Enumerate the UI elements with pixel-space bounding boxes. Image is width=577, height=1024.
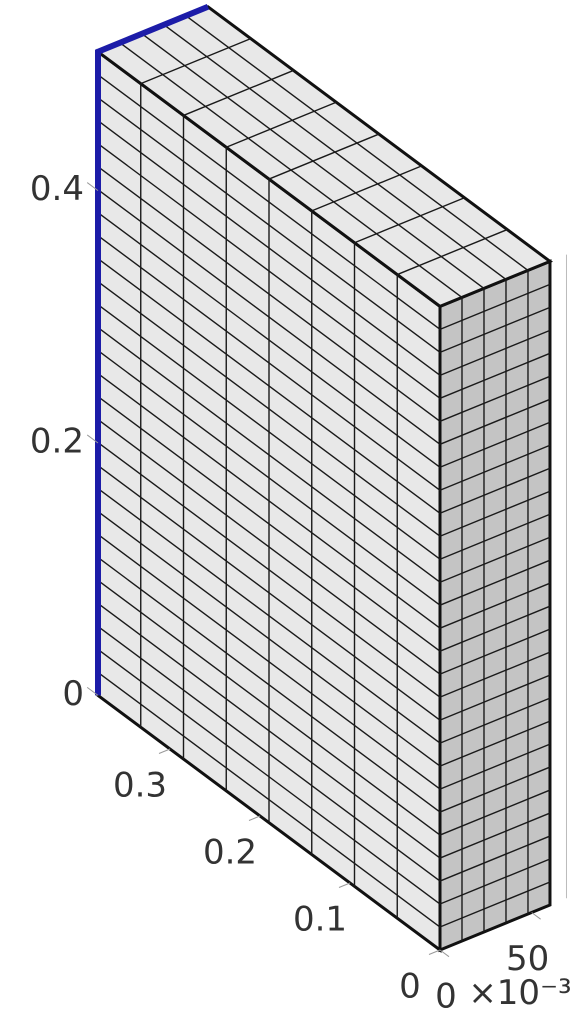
x-tick-label: 0.1 bbox=[293, 900, 347, 940]
x-tick bbox=[339, 883, 350, 888]
y-tick bbox=[440, 950, 449, 957]
x-tick-label: 0.2 bbox=[203, 833, 257, 873]
chart: 00.20.400.10.20.3050×10⁻³ bbox=[0, 0, 577, 1024]
z-tick-label: 0.2 bbox=[30, 422, 84, 462]
x-tick bbox=[159, 749, 170, 754]
y-tick bbox=[532, 913, 541, 920]
x-tick bbox=[429, 950, 440, 955]
y-multiplier: ×10⁻³ bbox=[468, 973, 571, 1013]
x-tick-label: 0.3 bbox=[113, 766, 167, 806]
x-tick-label: 0 bbox=[399, 967, 421, 1007]
y-tick-label: 0 bbox=[435, 977, 457, 1017]
z-tick-label: 0.4 bbox=[30, 169, 84, 209]
z-tick-label: 0 bbox=[62, 674, 84, 714]
x-tick bbox=[249, 816, 260, 821]
